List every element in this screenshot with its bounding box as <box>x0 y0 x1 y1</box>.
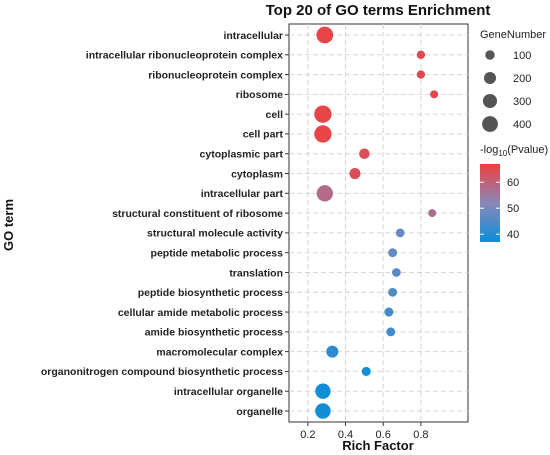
color-legend-title: -log10(Pvalue) <box>480 144 548 158</box>
size-legend-label: 100 <box>513 50 531 62</box>
data-points <box>314 26 439 419</box>
chart-title: Top 20 of GO terms Enrichment <box>266 2 491 19</box>
y-tick-label: intracellular <box>223 30 283 42</box>
grid-lines <box>289 24 468 422</box>
y-tick-label: translation <box>229 267 283 279</box>
color-legend-label: 50 <box>507 203 519 215</box>
y-tick-label: structural molecule activity <box>147 228 283 240</box>
y-tick-label: structural constituent of ribosome <box>112 208 283 220</box>
data-point <box>314 125 332 143</box>
size-legend-circle <box>482 116 498 132</box>
data-point <box>384 307 394 317</box>
size-legend-circle <box>485 50 495 60</box>
data-point <box>361 366 371 376</box>
y-tick-label: intracellular part <box>201 188 284 200</box>
y-tick-label: organelle <box>236 406 283 418</box>
x-tick-labels: 0.2 0.4 0.6 0.8 <box>300 422 429 441</box>
color-bar <box>480 164 500 242</box>
data-point <box>392 268 401 277</box>
y-tick-label: cytoplasm <box>231 168 283 180</box>
data-point <box>314 105 332 123</box>
data-point <box>388 287 398 297</box>
color-legend: -log10(Pvalue) 60 50 40 <box>480 144 548 242</box>
y-tick-label: cellular amide metabolic process <box>118 307 283 319</box>
data-point <box>349 167 361 180</box>
color-legend-title-suffix: (Pvalue) <box>507 144 548 156</box>
data-point <box>395 228 405 238</box>
y-tick-label: macromolecular complex <box>156 346 283 358</box>
y-tick-label: organonitrogen compound biosynthetic pro… <box>41 366 283 378</box>
data-point <box>315 383 331 399</box>
data-point <box>416 70 426 79</box>
x-tick-label: 0.4 <box>338 429 353 441</box>
color-legend-title-prefix: -log <box>480 144 498 156</box>
size-legend-circle <box>483 71 497 85</box>
data-point <box>315 403 331 419</box>
y-tick-label: cell <box>265 109 283 121</box>
color-legend-label: 40 <box>507 229 519 241</box>
data-point <box>326 345 339 358</box>
size-legend-circle <box>482 93 498 109</box>
y-tick-label: ribonucleoprotein complex <box>148 69 283 81</box>
data-point <box>386 327 396 337</box>
y-tick-label: intracellular ribonucleoprotein complex <box>86 50 283 62</box>
data-point <box>416 50 426 59</box>
size-legend-title: GeneNumber <box>480 29 546 41</box>
y-tick-label: ribosome <box>236 89 283 101</box>
size-legend-label: 400 <box>513 119 531 131</box>
y-tick-label: peptide metabolic process <box>151 247 284 259</box>
x-axis-title: Rich Factor <box>342 438 414 453</box>
size-legend-label: 300 <box>513 96 531 108</box>
data-point <box>316 185 333 202</box>
size-legend-label: 200 <box>513 73 531 85</box>
y-tick-label: cell part <box>243 129 284 141</box>
data-point <box>428 209 437 218</box>
y-tick-label: intracellular organelle <box>174 386 283 398</box>
y-tick-label: amide biosynthetic process <box>145 327 283 339</box>
x-tick-label: 0.2 <box>300 429 315 441</box>
size-legend: GeneNumber 100 200 300 400 <box>480 29 546 132</box>
y-tick-labels: intracellular intracellular ribonucleopro… <box>41 30 289 418</box>
data-point <box>316 26 334 44</box>
color-legend-label: 60 <box>507 177 519 189</box>
color-legend-title-sub: 10 <box>498 149 507 158</box>
data-point <box>430 90 439 99</box>
y-axis-title: GO term <box>1 199 16 251</box>
data-point <box>359 148 370 160</box>
y-tick-label: peptide biosynthetic process <box>138 287 283 299</box>
plot-panel <box>288 23 469 423</box>
x-tick-label: 0.6 <box>376 429 391 441</box>
y-tick-label: cytoplasmic part <box>200 149 284 161</box>
data-point <box>388 248 398 258</box>
x-tick-label: 0.8 <box>413 429 428 441</box>
